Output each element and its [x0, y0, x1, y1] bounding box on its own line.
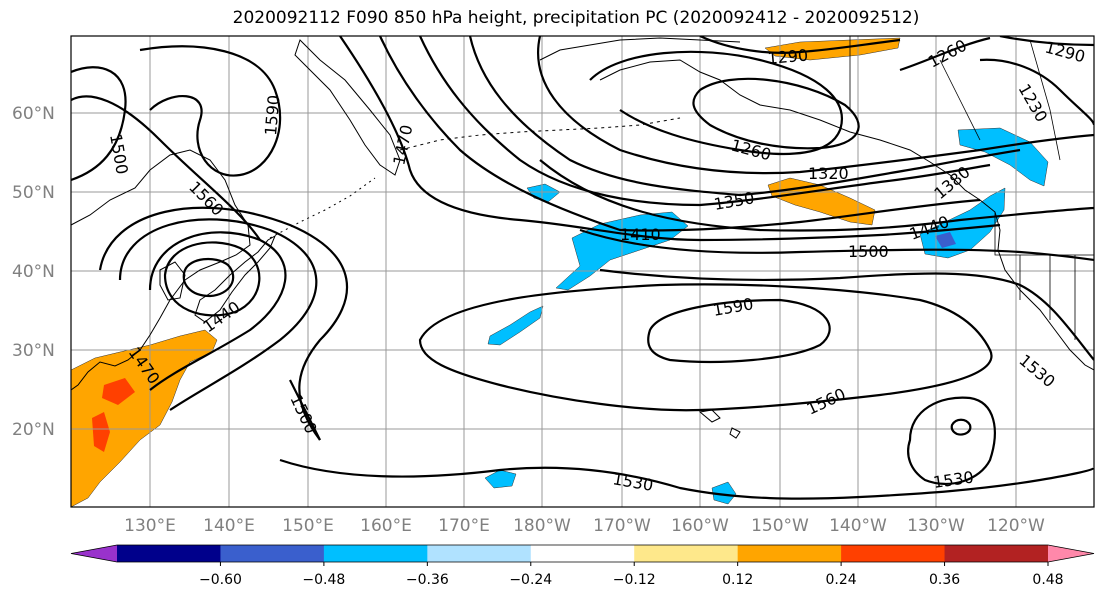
contour-1470-north	[339, 36, 1001, 242]
colorbar-segment	[737, 545, 842, 562]
colorbar-segment	[427, 545, 532, 562]
precip-area-west-pacific-core	[102, 378, 135, 405]
contour-low-japan-inner	[182, 257, 235, 298]
colorbar: −0.60 −0.48 −0.36 −0.24 −0.12 0.12 0.24 0.36 0.4…	[70, 544, 1095, 588]
contour-1590	[647, 298, 831, 363]
lat-label: 20°N	[12, 420, 55, 440]
colorbar-tick-label: −0.60	[199, 572, 242, 588]
coastline-asia	[71, 149, 251, 391]
colorbar-outline	[70, 544, 1095, 563]
contour-1590-asia	[139, 45, 282, 177]
colorbar-segment	[220, 545, 325, 562]
contour-1560-asia	[71, 95, 261, 241]
precip-area-west-pacific-core-2	[92, 412, 110, 452]
lat-label: 30°N	[12, 341, 55, 361]
lon-label: 140°E	[203, 516, 255, 536]
contour-1230	[979, 58, 1094, 126]
map-title: 2020092112 F090 850 hPa height, precipit…	[232, 8, 920, 28]
lon-label: 140°W	[829, 516, 887, 536]
contour-label: 1410	[620, 225, 661, 244]
precip-area-west-pacific	[71, 329, 218, 507]
colorbar-tick-label: −0.24	[509, 572, 552, 588]
lon-label: 160°E	[360, 516, 412, 536]
contour-1380	[418, 36, 991, 207]
colorbar-segment	[841, 545, 946, 562]
coastline-japan	[194, 234, 277, 323]
colorbar-tick-label: 0.48	[1032, 572, 1063, 588]
contour-1500-south	[289, 379, 321, 441]
colorbar-tick-label: −0.12	[613, 572, 656, 588]
contour-1260-loop	[692, 77, 860, 150]
coastline-kamchatka	[294, 39, 401, 176]
coastline-kuril	[269, 177, 376, 239]
latitude-labels: 60°N 50°N 40°N 30°N 20°N	[12, 104, 55, 440]
graticule	[71, 36, 1094, 507]
coastline-alaska-north	[539, 37, 741, 61]
contour-label: 1500	[848, 242, 889, 261]
colorbar-tick-label: 0.36	[929, 572, 960, 588]
contour-1260-north	[899, 36, 991, 72]
contour-1320	[537, 36, 1094, 175]
colorbar-extend-low	[71, 545, 117, 562]
precip-area-ne-pacific-core	[935, 232, 956, 248]
contour-1290-north	[699, 36, 901, 54]
contour-1500-1	[98, 206, 349, 441]
lon-label: 170°E	[438, 516, 490, 536]
lat-label: 50°N	[12, 183, 55, 203]
lat-label: 60°N	[12, 104, 55, 124]
colorbar-segment	[944, 545, 1049, 562]
contour-label: 1590	[261, 94, 283, 136]
coastlines	[71, 37, 1094, 439]
colorbar-segment	[634, 545, 739, 562]
colorbar-tick-label: −0.36	[406, 572, 449, 588]
contour-1560	[418, 283, 993, 412]
colorbar-segment	[530, 545, 635, 562]
contour-1530-east	[599, 268, 1094, 361]
lon-label: 120°W	[987, 516, 1045, 536]
lon-label: 160°W	[671, 516, 729, 536]
contour-1530-loop	[907, 396, 996, 485]
colorbar-tick-label: 0.24	[826, 572, 857, 588]
contour-1470-1	[118, 218, 318, 411]
lon-label: 180°W	[513, 516, 571, 536]
lon-label: 170°W	[593, 516, 651, 536]
contour-1440-east	[539, 159, 1094, 232]
contour-small-loop	[950, 418, 972, 436]
contour-label: 1320	[808, 164, 849, 183]
contour-1440	[148, 231, 287, 391]
contour-1290-ne	[999, 36, 1094, 47]
colorbar-tick-label: −0.48	[302, 572, 345, 588]
colorbar-segment	[117, 545, 221, 562]
contour-label: 1290	[767, 46, 809, 68]
contour-1290-loop	[589, 50, 843, 155]
lon-label: 150°E	[282, 516, 334, 536]
contour-1530	[279, 458, 1094, 500]
border-us-states	[1019, 255, 1076, 340]
map-frame	[70, 35, 1095, 508]
border-canada-provinces	[939, 39, 1061, 161]
contour-1500-east	[579, 228, 1094, 262]
longitude-labels: 130°E 140°E 150°E 160°E 170°E 180°W 170°…	[124, 516, 1045, 536]
contour-1350	[468, 36, 1021, 197]
precip-area-small-2	[487, 305, 544, 346]
colorbar-tick-label: 0.12	[722, 572, 753, 588]
lat-label: 40°N	[12, 262, 55, 282]
precip-area-small-4	[711, 481, 737, 505]
contour-low-japan-2	[163, 241, 261, 317]
coastline-alaska	[599, 59, 1094, 371]
coastline-aleutians	[399, 117, 681, 151]
colorbar-extend-high	[1048, 545, 1094, 562]
lon-label: 130°W	[907, 516, 965, 536]
lon-label: 130°E	[124, 516, 176, 536]
colorbar-segment	[323, 545, 428, 562]
coastline-korea	[159, 261, 186, 301]
height-contours	[71, 36, 1094, 500]
contour-1410	[378, 36, 981, 232]
lon-label: 150°W	[751, 516, 809, 536]
